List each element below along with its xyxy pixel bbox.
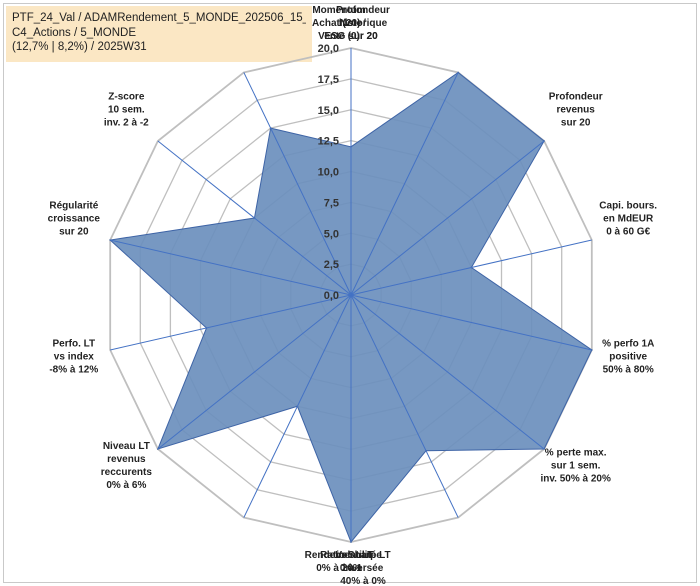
tick-label: 20,0 [318, 43, 339, 55]
category-label-5: % perfo 1A positive 50% à 80% [602, 338, 654, 375]
spoke-10 [157, 294, 352, 450]
spoke-3 [350, 140, 545, 296]
spoke-12 [110, 239, 352, 296]
tick-label: 17,5 [318, 74, 339, 86]
spoke-4 [350, 239, 592, 296]
category-label-8: Ratio Sharpe 0 à 1 [320, 550, 382, 574]
tick-label: 0,0 [324, 290, 339, 302]
radial-axis-ticks: 0,0 2,5 5,0 7,5 10,0 12,5 15,0 17,5 20,0 [318, 43, 339, 302]
spoke-6 [350, 294, 545, 450]
category-label-11: Perfo. LT vs index -8% à 12% [49, 338, 98, 375]
spoke-2 [350, 72, 459, 296]
category-label-13: Z-score 10 sem. inv. 2 à -2 [104, 91, 149, 128]
category-label-9: Rendement LT 0% à 20% [305, 550, 374, 574]
category-label-10: Niveau LT revenus reccurents 0% à 6% [101, 441, 153, 491]
title-line-1: PTF_24_Val / ADAMRendement_5_MONDE_20250… [12, 12, 306, 24]
tick-label: 10,0 [318, 167, 339, 179]
title-line-3: (12,7% | 8,2%) / 2025W31 [12, 41, 147, 53]
title-line-2: C4_Actions / 5_MONDE [12, 26, 136, 39]
spoke-13 [157, 140, 352, 296]
category-label-12: Régularité croissance sur 20 [48, 200, 101, 237]
tick-label: 7,5 [324, 197, 339, 209]
category-label-4: Capi. bours. en MdEUR 0 à 60 G€ [599, 200, 657, 237]
radar-spokes [110, 48, 592, 542]
spoke-7 [350, 294, 459, 518]
tick-label: 5,0 [324, 228, 339, 240]
tick-label: 15,0 [318, 105, 339, 117]
category-label-14: Momentum Achat (20) / Vente (0) [312, 5, 366, 42]
category-label-2: Profondeur historique sur 20 [336, 5, 390, 42]
spoke-5 [350, 294, 592, 351]
category-label-6: % perte max. sur 1 sem. inv. 50% à 20% [540, 447, 611, 484]
spoke-11 [110, 294, 352, 351]
category-label-3: Profondeur revenus sur 20 [549, 91, 603, 128]
category-label-1: Note ESG sur 20 [324, 18, 378, 42]
spoke-9 [243, 294, 352, 518]
tick-label: 12,5 [318, 136, 339, 148]
category-label-7: Volatilité LT inversée 40% à 0% [335, 550, 390, 586]
spoke-14 [243, 72, 352, 296]
title-box: PTF_24_Val / ADAMRendement_5_MONDE_20250… [6, 6, 312, 62]
tick-label: 2,5 [324, 259, 339, 271]
